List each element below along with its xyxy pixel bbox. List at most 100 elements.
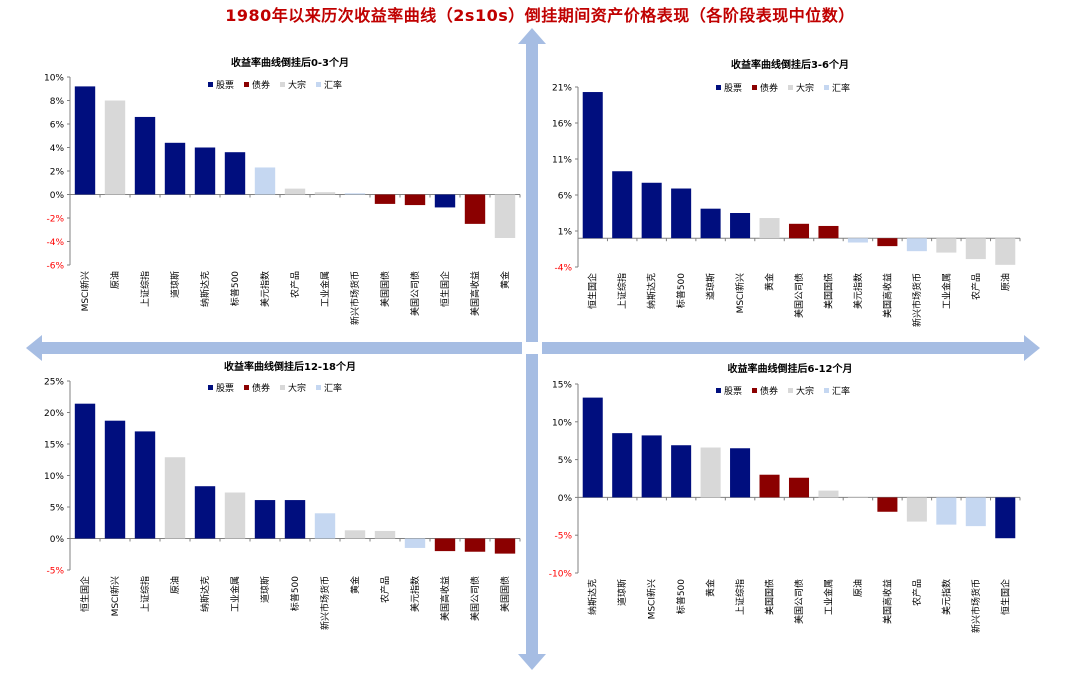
bar-stocks [671, 188, 692, 239]
legend-swatch-bonds [752, 388, 757, 393]
arrow-right-head [1024, 335, 1040, 361]
bar-commodities [374, 530, 396, 539]
legend-label-stocks: 股票 [724, 386, 742, 397]
bar-stocks [612, 433, 633, 498]
legend-swatch-stocks [208, 385, 213, 390]
bar-bonds [494, 538, 516, 554]
x-category-label: 美国高收益 [439, 576, 451, 621]
y-tick-label: 25% [44, 378, 64, 388]
legend-label-fx: 汇率 [324, 382, 342, 394]
legend-swatch-commodities [788, 388, 793, 393]
x-category-label: 标普500 [675, 579, 687, 614]
x-category-label: 农产品 [970, 273, 982, 300]
y-tick-label: -4% [46, 238, 64, 248]
bar-commodities [224, 492, 246, 539]
x-category-label: 原油 [999, 273, 1011, 291]
y-tick-label: 2% [50, 168, 65, 178]
bar-stocks [134, 431, 156, 539]
chart-title: 收益率曲线倒挂后0-3个月 [231, 56, 349, 69]
x-category-label: 原油 [109, 271, 121, 289]
arrow-up-head [518, 28, 546, 44]
bar-fx [344, 193, 366, 195]
x-category-label: 原油 [852, 579, 864, 597]
x-category-label: 美国高收益 [469, 271, 481, 316]
x-category-label: 工业金属 [940, 273, 952, 309]
bar-fx [965, 497, 986, 527]
legend-swatch-stocks [716, 388, 721, 393]
bar-commodities [314, 192, 336, 195]
x-category-label: 标普500 [675, 273, 687, 308]
x-category-label: 黄金 [764, 273, 776, 291]
x-category-label: 美国国债 [764, 579, 776, 615]
x-category-label: MSCI新兴 [109, 576, 121, 616]
legend-label-fx: 汇率 [832, 82, 850, 94]
y-tick-label: 16% [552, 120, 572, 130]
y-tick-label: 11% [552, 156, 572, 166]
x-category-label: 上证综指 [616, 273, 628, 309]
legend-swatch-bonds [244, 385, 249, 390]
x-category-label: 标普500 [289, 576, 301, 611]
y-tick-label: -2% [46, 215, 64, 225]
x-category-label: 纳斯达克 [199, 271, 211, 307]
y-tick-label: 0% [50, 191, 65, 201]
y-tick-label: 4% [50, 144, 65, 154]
y-tick-label: -4% [554, 264, 572, 274]
bar-commodities [847, 496, 868, 498]
bar-stocks [194, 486, 216, 539]
bar-stocks [134, 116, 156, 195]
x-category-label: 道琼斯 [169, 271, 181, 298]
x-category-label: 新兴市场货币 [349, 271, 361, 325]
bar-bonds [877, 238, 898, 247]
bar-stocks [641, 182, 662, 239]
bar-stocks [284, 500, 306, 539]
x-category-label: 美元指数 [409, 576, 421, 612]
x-category-label: 农产品 [911, 579, 923, 606]
bar-fx [906, 238, 927, 252]
bar-bonds [818, 225, 839, 239]
legend-swatch-commodities [788, 85, 793, 90]
bar-fx [254, 167, 276, 195]
bar-stocks [104, 420, 126, 539]
y-tick-label: 5% [50, 504, 65, 514]
legend-label-bonds: 债券 [252, 79, 270, 91]
bar-fx [936, 497, 957, 525]
y-tick-label: 8% [50, 97, 65, 107]
arrow-left-head [26, 335, 42, 361]
x-category-label: 美国高收益 [881, 273, 893, 318]
y-tick-label: -5% [46, 567, 64, 577]
x-category-label: 黄金 [499, 271, 511, 289]
y-tick-label: -10% [549, 570, 573, 580]
x-category-label: 标普500 [229, 271, 241, 306]
bar-bonds [434, 538, 456, 552]
legend-swatch-fx [824, 85, 829, 90]
legend-swatch-fx [824, 388, 829, 393]
bar-commodities [818, 490, 839, 498]
legend-swatch-bonds [752, 85, 757, 90]
bar-stocks [224, 152, 246, 195]
y-tick-label: 15% [552, 381, 572, 391]
legend-swatch-commodities [280, 385, 285, 390]
chart-title: 收益率曲线倒挂后3-6个月 [731, 58, 849, 71]
x-category-label: 新兴市场货币 [319, 576, 331, 630]
bar-bonds [788, 477, 810, 498]
x-category-label: 纳斯达克 [587, 579, 599, 615]
y-tick-label: 20% [44, 409, 64, 419]
x-category-label: 恒生国企 [439, 271, 451, 307]
bar-bonds [877, 497, 898, 512]
bar-stocks [434, 194, 456, 208]
x-category-label: 新兴市场货币 [911, 273, 923, 327]
bar-bonds [759, 474, 780, 498]
bar-commodities [906, 497, 927, 522]
legend-swatch-fx [316, 82, 321, 87]
bar-bonds [788, 223, 810, 239]
y-tick-label: 6% [50, 121, 65, 131]
x-category-label: 上证综指 [734, 579, 746, 615]
legend-label-commodities: 大宗 [796, 385, 814, 397]
x-category-label: 工业金属 [319, 271, 331, 307]
arrow-center-gap [522, 342, 542, 354]
bar-bonds [404, 194, 426, 206]
y-tick-label: -6% [46, 262, 64, 272]
bar-stocks [254, 500, 276, 539]
x-category-label: 恒生国企 [587, 273, 599, 309]
